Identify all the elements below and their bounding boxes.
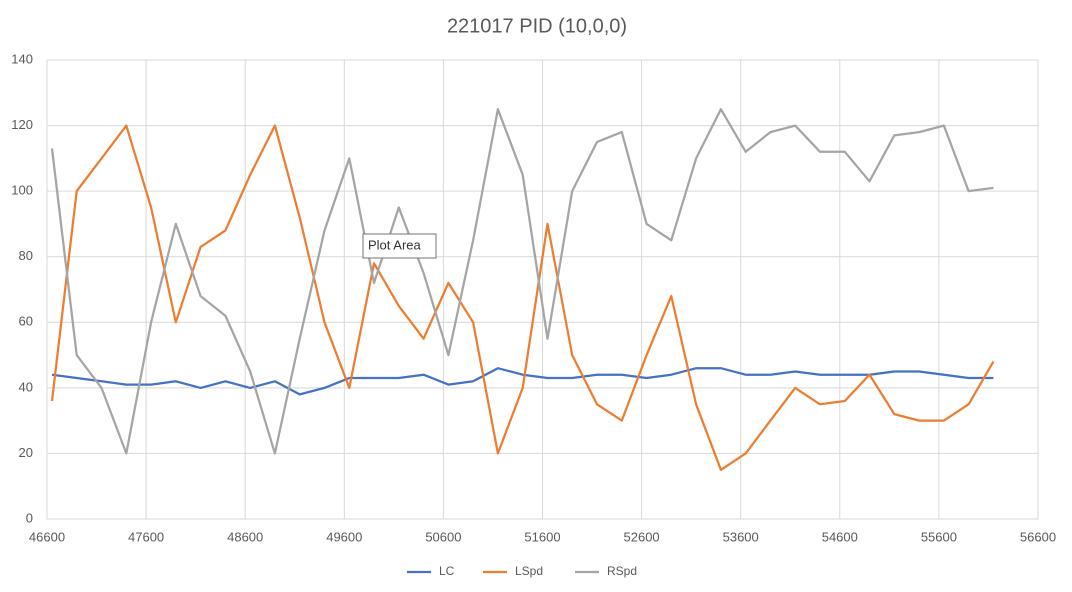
legend-label: RSpd bbox=[607, 564, 637, 578]
y-tick-label: 140 bbox=[11, 51, 33, 66]
x-tick-label: 54600 bbox=[822, 529, 858, 544]
chart-title: 221017 PID (10,0,0) bbox=[447, 15, 627, 37]
x-tick-label: 56600 bbox=[1020, 529, 1056, 544]
x-tick-label: 49600 bbox=[326, 529, 362, 544]
legend-item: LSpd bbox=[483, 564, 543, 578]
x-tick-label: 47600 bbox=[128, 529, 164, 544]
y-tick-label: 20 bbox=[19, 445, 33, 460]
series-line bbox=[51, 367, 994, 396]
x-tick-label: 51600 bbox=[524, 529, 560, 544]
series-line bbox=[50, 124, 995, 471]
tooltip: Plot Area bbox=[362, 233, 437, 259]
x-tick-label: 48600 bbox=[227, 529, 263, 544]
y-tick-label: 80 bbox=[19, 248, 33, 263]
y-tick-label: 0 bbox=[26, 510, 33, 525]
tooltip-text: Plot Area bbox=[368, 237, 422, 252]
y-tick-label: 120 bbox=[11, 117, 33, 132]
x-tick-label: 53600 bbox=[723, 529, 759, 544]
legend-item: RSpd bbox=[575, 564, 637, 578]
y-tick-label: 100 bbox=[11, 183, 33, 198]
y-tick-label: 60 bbox=[19, 314, 33, 329]
y-tick-label: 40 bbox=[19, 379, 33, 394]
legend-label: LSpd bbox=[515, 564, 543, 578]
legend-item: LC bbox=[407, 564, 455, 578]
tooltip-box bbox=[362, 233, 437, 259]
x-tick-label: 55600 bbox=[921, 529, 957, 544]
x-tick-label: 52600 bbox=[624, 529, 660, 544]
x-tick-label: 46600 bbox=[29, 529, 65, 544]
x-tick-label: 50600 bbox=[425, 529, 461, 544]
legend-label: LC bbox=[439, 564, 455, 578]
series-line bbox=[50, 108, 994, 455]
